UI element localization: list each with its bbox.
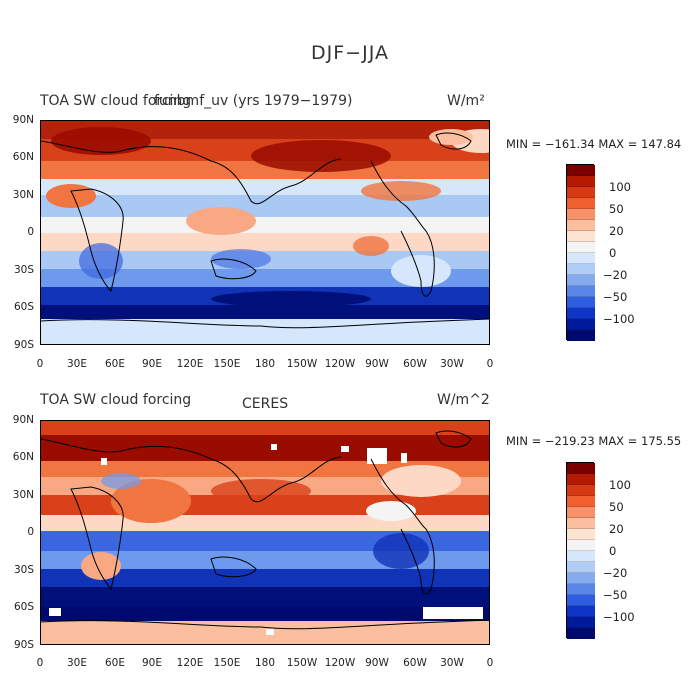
panel1-left-title: TOA SW cloud forcing <box>40 93 192 109</box>
panel2-colorbar <box>566 462 595 639</box>
panel2-lon-label: 150W <box>286 657 318 669</box>
panel2-colorbar-label: −20 <box>603 566 628 580</box>
panel2-lon-label: 0 <box>486 657 494 669</box>
panel1-lat-label: 90N <box>12 114 34 126</box>
panel1-lon-label: 150E <box>213 358 241 370</box>
panel1-lon-label: 30W <box>440 358 464 370</box>
panel2-lon-label: 150E <box>213 657 241 669</box>
panel1-map <box>40 120 490 345</box>
panel1-units: W/m² <box>447 93 485 109</box>
colorbar-swatch <box>567 176 595 187</box>
figure-title: DJF−JJA <box>311 42 389 64</box>
panel2-colorbar-label: 0 <box>609 544 617 558</box>
colorbar-swatch <box>567 628 595 639</box>
colorbar-swatch <box>567 507 595 518</box>
colorbar-swatch <box>567 209 595 220</box>
panel1-colorbar <box>566 164 595 341</box>
colorbar-swatch <box>567 573 595 584</box>
colorbar-swatch <box>567 231 595 242</box>
panel2-colorbar-label: 50 <box>609 500 624 514</box>
colorbar-swatch <box>567 297 595 308</box>
panel2-lat-label: 60N <box>12 451 34 463</box>
colorbar-swatch <box>567 518 595 529</box>
colorbar-swatch <box>567 308 595 319</box>
colorbar-swatch <box>567 264 595 275</box>
panel2-colorbar-label: −100 <box>603 610 635 624</box>
panel2-center-title: CERES <box>242 396 289 412</box>
panel2-lon-label: 180 <box>254 657 276 669</box>
panel1-lon-label: 90W <box>365 358 389 370</box>
panel1-colorbar-label: 100 <box>609 180 631 194</box>
panel1-lat-label: 90S <box>13 339 34 351</box>
panel2-colorbar-label: −50 <box>603 588 628 602</box>
panel1-center-title: funbmf_uv (yrs 1979−1979) <box>154 93 353 109</box>
colorbar-swatch <box>567 187 595 198</box>
panel2-lon-label: 90E <box>142 657 162 669</box>
colorbar-swatch <box>567 562 595 573</box>
panel1-colorbar-label: 20 <box>609 224 624 238</box>
panel1-lat-label: 60S <box>13 301 34 313</box>
panel1-lon-label: 120W <box>324 358 356 370</box>
panel1-lon-label: 30E <box>67 358 87 370</box>
colorbar-swatch <box>567 319 595 330</box>
panel2-lon-label: 30W <box>440 657 464 669</box>
colorbar-swatch <box>567 496 595 507</box>
panel1-lon-label: 60E <box>105 358 125 370</box>
colorbar-swatch <box>567 606 595 617</box>
colorbar-swatch <box>567 595 595 606</box>
panel2-lat-label: 90N <box>12 414 34 426</box>
panel2-lon-label: 60E <box>105 657 125 669</box>
panel2-lat-label: 30N <box>12 489 34 501</box>
colorbar-swatch <box>567 253 595 264</box>
panel2-lon-label: 120W <box>324 657 356 669</box>
colorbar-swatch <box>567 474 595 485</box>
panel1-lat-label: 30N <box>12 189 34 201</box>
colorbar-swatch <box>567 617 595 628</box>
panel1-lat-label: 60N <box>12 151 34 163</box>
panel2-lon-label: 0 <box>36 657 44 669</box>
panel2-lon-label: 90W <box>365 657 389 669</box>
panel2-lon-label: 60W <box>403 657 427 669</box>
panel2-min-max: MIN = −219.23 MAX = 175.55 <box>506 434 682 448</box>
colorbar-swatch <box>567 540 595 551</box>
panel1-colorbar-label: −20 <box>603 268 628 282</box>
panel2-colorbar-label: 100 <box>609 478 631 492</box>
panel1-lon-label: 60W <box>403 358 427 370</box>
colorbar-swatch <box>567 220 595 231</box>
panel1-lon-label: 120E <box>176 358 204 370</box>
panel2-lon-label: 30E <box>67 657 87 669</box>
panel1-lat-label: 30S <box>13 264 34 276</box>
panel1-colorbar-label: −100 <box>603 312 635 326</box>
colorbar-swatch <box>567 584 595 595</box>
colorbar-swatch <box>567 242 595 253</box>
colorbar-swatch <box>567 286 595 297</box>
panel2-map <box>40 420 490 645</box>
colorbar-swatch <box>567 198 595 209</box>
colorbar-swatch <box>567 463 595 474</box>
colorbar-swatch <box>567 330 595 341</box>
colorbar-swatch <box>567 529 595 540</box>
colorbar-swatch <box>567 551 595 562</box>
panel1-lon-label: 0 <box>486 358 494 370</box>
colorbar-swatch <box>567 165 595 176</box>
panel1-min-max: MIN = −161.34 MAX = 147.84 <box>506 137 682 151</box>
panel1-colorbar-label: 50 <box>609 202 624 216</box>
panel2-lat-label: 30S <box>13 564 34 576</box>
panel2-colorbar-label: 20 <box>609 522 624 536</box>
panel2-lat-label: 60S <box>13 601 34 613</box>
colorbar-swatch <box>567 485 595 496</box>
panel1-lon-label: 90E <box>142 358 162 370</box>
panel2-left-title: TOA SW cloud forcing <box>40 392 192 408</box>
panel1-colorbar-label: 0 <box>609 246 617 260</box>
panel1-colorbar-label: −50 <box>603 290 628 304</box>
colorbar-swatch <box>567 275 595 286</box>
panel2-lon-label: 120E <box>176 657 204 669</box>
panel1-lon-label: 0 <box>36 358 44 370</box>
panel1-lat-label: 0 <box>27 226 34 238</box>
panel1-lon-label: 150W <box>286 358 318 370</box>
panel2-units: W/m^2 <box>437 392 490 408</box>
panel2-lat-label: 0 <box>27 526 34 538</box>
panel2-lat-label: 90S <box>13 639 34 651</box>
panel1-lon-label: 180 <box>254 358 276 370</box>
